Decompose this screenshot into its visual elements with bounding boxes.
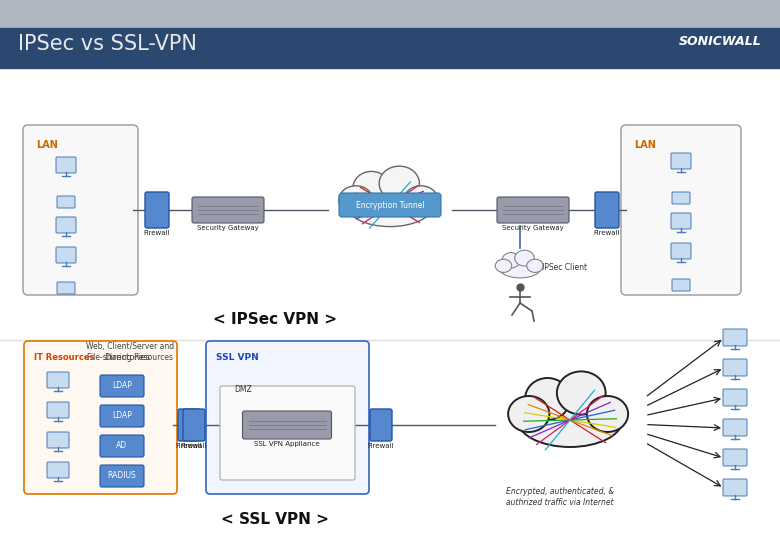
FancyBboxPatch shape bbox=[24, 341, 177, 494]
FancyBboxPatch shape bbox=[243, 411, 332, 439]
FancyBboxPatch shape bbox=[100, 375, 144, 397]
FancyBboxPatch shape bbox=[47, 462, 69, 478]
Ellipse shape bbox=[379, 166, 420, 201]
FancyBboxPatch shape bbox=[178, 409, 200, 441]
Text: Security Gateway: Security Gateway bbox=[197, 225, 259, 231]
FancyBboxPatch shape bbox=[47, 372, 69, 388]
Ellipse shape bbox=[495, 259, 512, 272]
Ellipse shape bbox=[404, 186, 438, 214]
FancyBboxPatch shape bbox=[671, 213, 691, 229]
Ellipse shape bbox=[339, 186, 373, 214]
Ellipse shape bbox=[557, 372, 605, 415]
FancyBboxPatch shape bbox=[595, 192, 619, 228]
Text: IPSec vs SSL-VPN: IPSec vs SSL-VPN bbox=[18, 34, 197, 54]
Text: Firewall: Firewall bbox=[144, 230, 170, 236]
Ellipse shape bbox=[346, 184, 434, 227]
Text: LAN: LAN bbox=[634, 140, 656, 150]
FancyBboxPatch shape bbox=[57, 196, 75, 208]
Ellipse shape bbox=[517, 393, 622, 447]
Text: LDAP: LDAP bbox=[112, 411, 132, 421]
FancyBboxPatch shape bbox=[47, 402, 69, 418]
FancyBboxPatch shape bbox=[220, 386, 355, 480]
FancyBboxPatch shape bbox=[183, 409, 205, 441]
FancyBboxPatch shape bbox=[339, 193, 441, 217]
FancyBboxPatch shape bbox=[723, 359, 747, 376]
FancyBboxPatch shape bbox=[370, 409, 392, 441]
Text: IT Resources: IT Resources bbox=[34, 353, 94, 362]
Text: Firewall: Firewall bbox=[181, 443, 207, 449]
Text: DMZ: DMZ bbox=[234, 386, 252, 395]
Text: RADIUS: RADIUS bbox=[108, 471, 136, 481]
FancyBboxPatch shape bbox=[723, 419, 747, 436]
FancyBboxPatch shape bbox=[56, 217, 76, 233]
Text: LAN: LAN bbox=[36, 140, 58, 150]
FancyBboxPatch shape bbox=[56, 247, 76, 263]
Text: Firewall: Firewall bbox=[594, 230, 620, 236]
Ellipse shape bbox=[587, 396, 628, 432]
Text: SONICWALL: SONICWALL bbox=[679, 35, 762, 49]
Text: Encryption Tunnel: Encryption Tunnel bbox=[356, 200, 424, 210]
FancyBboxPatch shape bbox=[57, 282, 75, 294]
Bar bbox=[0, 28, 780, 68]
Text: Encrypted, authenticated, &
authrized traffic via Internet: Encrypted, authenticated, & authrized tr… bbox=[506, 487, 614, 507]
FancyBboxPatch shape bbox=[723, 479, 747, 496]
Text: < SSL VPN >: < SSL VPN > bbox=[221, 512, 329, 528]
Text: LDAP: LDAP bbox=[112, 381, 132, 390]
Bar bbox=[0, 0, 780, 28]
FancyBboxPatch shape bbox=[497, 197, 569, 223]
FancyBboxPatch shape bbox=[723, 329, 747, 346]
FancyBboxPatch shape bbox=[100, 405, 144, 427]
Text: AD: AD bbox=[116, 442, 128, 450]
FancyBboxPatch shape bbox=[145, 192, 169, 228]
Ellipse shape bbox=[525, 378, 570, 420]
Text: SSL VPN: SSL VPN bbox=[216, 353, 259, 362]
Text: IPSec Client: IPSec Client bbox=[542, 264, 587, 273]
FancyBboxPatch shape bbox=[672, 279, 690, 291]
FancyBboxPatch shape bbox=[723, 449, 747, 466]
Ellipse shape bbox=[515, 250, 534, 266]
FancyBboxPatch shape bbox=[192, 197, 264, 223]
Ellipse shape bbox=[508, 396, 549, 432]
Text: Firewall: Firewall bbox=[176, 443, 202, 449]
FancyBboxPatch shape bbox=[56, 157, 76, 173]
Text: < IPSec VPN >: < IPSec VPN > bbox=[213, 313, 337, 327]
Text: SSL VPN Appliance: SSL VPN Appliance bbox=[254, 441, 320, 447]
Text: Firewall: Firewall bbox=[367, 443, 394, 449]
FancyBboxPatch shape bbox=[23, 125, 138, 295]
FancyBboxPatch shape bbox=[621, 125, 741, 295]
FancyBboxPatch shape bbox=[672, 192, 690, 204]
Text: Directories: Directories bbox=[104, 353, 150, 362]
Ellipse shape bbox=[353, 171, 390, 205]
FancyBboxPatch shape bbox=[100, 465, 144, 487]
FancyBboxPatch shape bbox=[723, 389, 747, 406]
FancyBboxPatch shape bbox=[206, 341, 369, 494]
FancyBboxPatch shape bbox=[671, 153, 691, 169]
Ellipse shape bbox=[499, 258, 541, 278]
FancyBboxPatch shape bbox=[47, 432, 69, 448]
FancyBboxPatch shape bbox=[671, 243, 691, 259]
Ellipse shape bbox=[502, 253, 520, 268]
Ellipse shape bbox=[526, 259, 543, 272]
FancyBboxPatch shape bbox=[100, 435, 144, 457]
Text: Web, Client/Server and
File-sharing Resources: Web, Client/Server and File-sharing Reso… bbox=[86, 342, 174, 362]
Text: Security Gateway: Security Gateway bbox=[502, 225, 564, 231]
